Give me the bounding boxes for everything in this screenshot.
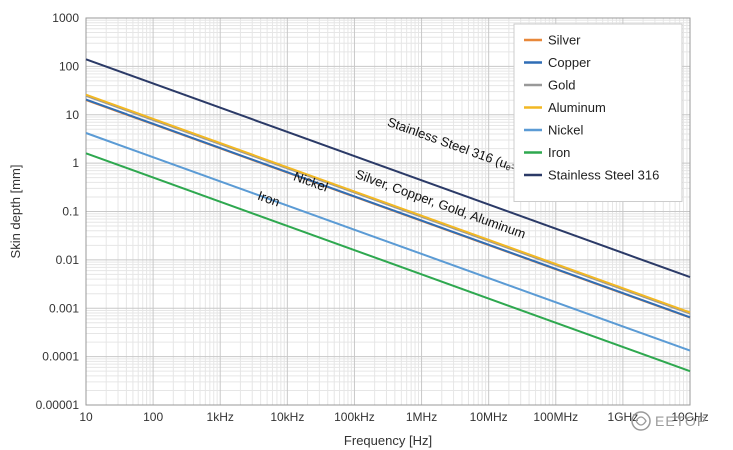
- legend-label-gold: Gold: [548, 78, 575, 93]
- series-line-stainless-steel-316: [85, 58, 691, 279]
- x-tick-label: 10GHz: [671, 410, 708, 424]
- legend-label-iron: Iron: [548, 145, 570, 160]
- series-line-copper: [85, 98, 691, 319]
- y-tick-label: 0.1: [62, 205, 79, 219]
- series-line-nickel: [85, 132, 691, 352]
- y-tick-label: 100: [59, 59, 79, 73]
- legend-box: [513, 23, 683, 202]
- watermark-text: EETOP: [655, 413, 707, 429]
- legend-label-nickel: Nickel: [548, 123, 584, 138]
- legend: Silver Copper Gold Aluminum Nickel Iron Stainl…: [513, 23, 683, 202]
- annotation-3: Iron: [256, 188, 282, 210]
- series-layer: [85, 58, 691, 373]
- x-tick-label: 100kHz: [334, 410, 375, 424]
- y-axis-title: Skin depth [mm]: [8, 165, 23, 259]
- y-tick-labels: 1000 100 10 1 0.1 0.01 0.001 0.0001 0.00001: [36, 11, 80, 412]
- y-tick-label: 0.001: [49, 301, 79, 315]
- y-tick-label: 1000: [52, 11, 79, 25]
- legend-label-stainless-steel-316: Stainless Steel 316: [548, 168, 659, 183]
- x-tick-label: 1GHz: [608, 410, 639, 424]
- x-tick-label: 1kHz: [207, 410, 234, 424]
- legend-label-silver: Silver: [548, 33, 581, 48]
- x-tick-label: 10MHz: [470, 410, 508, 424]
- y-tick-label: 0.01: [56, 253, 80, 267]
- x-tick-labels: 10 100 1kHz 10kHz 100kHz 1MHz 10MHz 100MHz 1GHz 1…: [79, 410, 708, 424]
- x-tick-label: 1MHz: [406, 410, 437, 424]
- legend-label-copper: Copper: [548, 55, 591, 70]
- series-line-aluminum: [85, 93, 691, 314]
- x-tick-label: 100MHz: [533, 410, 578, 424]
- series-line-gold: [85, 94, 691, 315]
- x-axis-title: Frequency [Hz]: [344, 433, 432, 448]
- plot-frame: [85, 17, 691, 406]
- watermark-logo-mark: [635, 416, 647, 426]
- legend-label-aluminum: Aluminum: [548, 100, 606, 115]
- y-tick-label: 1: [72, 156, 79, 170]
- y-tick-label: 0.00001: [36, 398, 80, 412]
- watermark: EETOP: [631, 411, 707, 431]
- y-tick-label: 0.0001: [42, 350, 79, 364]
- watermark-logo-icon: [631, 411, 651, 431]
- y-tick-label: 10: [66, 108, 80, 122]
- x-tick-label: 10: [79, 410, 93, 424]
- x-tick-label: 100: [143, 410, 163, 424]
- x-tick-label: 10kHz: [270, 410, 304, 424]
- series-line-iron: [85, 152, 691, 373]
